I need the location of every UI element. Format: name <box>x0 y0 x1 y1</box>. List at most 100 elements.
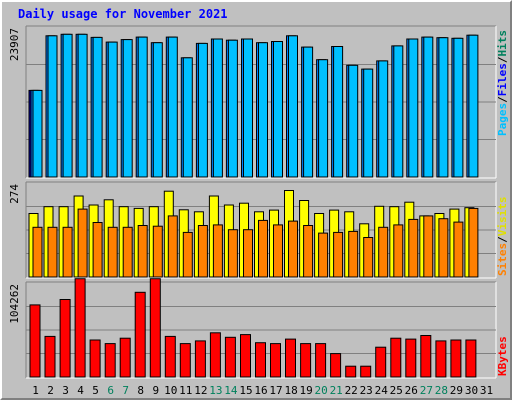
x-tick-label-day-20: 20 <box>314 384 327 397</box>
x-tick-label-day-21: 21 <box>330 384 343 397</box>
bar-visits-sites-day-17 <box>273 224 283 278</box>
side-legend-2: KBytes <box>496 336 509 376</box>
bar-kbytes-kbytes-day-4 <box>74 278 86 378</box>
bar-visits-sites-day-25 <box>393 224 404 278</box>
x-tick-label-day-18: 18 <box>284 384 297 397</box>
bar-kbytes-kbytes-day-30 <box>465 339 477 378</box>
x-tick-label-day-12: 12 <box>194 384 207 397</box>
bar-visits-sites-day-27 <box>423 215 434 278</box>
x-tick-label-day-4: 4 <box>77 384 84 397</box>
bar-visits-sites-day-29 <box>453 221 464 278</box>
bar-visits-sites-day-2 <box>47 226 58 278</box>
x-tick-label-day-19: 19 <box>299 384 312 397</box>
bar-kbytes-kbytes-day-3 <box>59 299 71 378</box>
bar-visits-sites-day-28 <box>438 218 449 278</box>
bar-kbytes-kbytes-day-17 <box>270 343 281 378</box>
x-tick-label-day-26: 26 <box>405 384 418 397</box>
bar-kbytes-kbytes-day-1 <box>29 304 41 378</box>
bar-hits-hits-day-28 <box>438 37 449 178</box>
bar-kbytes-kbytes-day-8 <box>134 291 146 378</box>
bar-kbytes-kbytes-day-23 <box>360 365 372 378</box>
x-tick-label-day-8: 8 <box>137 384 144 397</box>
bar-hits-hits-day-11 <box>182 57 193 178</box>
bar-visits-sites-day-12 <box>197 225 208 278</box>
bar-hits-hits-day-7 <box>122 39 133 178</box>
bar-kbytes-kbytes-day-27 <box>420 335 432 378</box>
bar-hits-hits-day-21 <box>333 46 344 178</box>
panel-kbytes-max-label: 104262 <box>8 284 21 324</box>
bar-visits-sites-day-6 <box>107 226 118 278</box>
x-tick-label-day-13: 13 <box>209 384 222 397</box>
bar-hits-hits-day-25 <box>393 45 404 178</box>
bar-kbytes-kbytes-day-18 <box>285 338 296 378</box>
bar-hits-hits-day-23 <box>363 68 374 178</box>
bar-visits-sites-day-24 <box>378 226 389 278</box>
bar-visits-sites-day-14 <box>227 229 238 278</box>
x-tick-label-day-22: 22 <box>345 384 358 397</box>
bar-kbytes-kbytes-day-5 <box>89 339 101 378</box>
bar-kbytes-kbytes-day-11 <box>179 343 191 378</box>
x-tick-label-day-29: 29 <box>450 384 463 397</box>
panel-visits-max-label: 274 <box>8 184 21 204</box>
x-tick-label-day-14: 14 <box>224 384 238 397</box>
bar-kbytes-kbytes-day-24 <box>375 346 387 378</box>
bar-hits-hits-day-5 <box>92 36 103 178</box>
bar-hits-hits-day-30 <box>468 34 479 178</box>
bar-hits-hits-day-3 <box>62 33 73 178</box>
bar-kbytes-kbytes-day-26 <box>405 338 417 378</box>
bar-visits-sites-day-21 <box>333 231 344 278</box>
bar-kbytes-kbytes-day-25 <box>390 337 402 378</box>
bar-kbytes-kbytes-day-9 <box>149 278 161 378</box>
x-tick-label-day-1: 1 <box>32 384 39 397</box>
bar-kbytes-kbytes-day-2 <box>44 335 56 378</box>
side-legend-0-part-3: / <box>496 56 509 63</box>
bar-visits-sites-day-19 <box>303 225 314 278</box>
x-tick-label-day-11: 11 <box>179 384 192 397</box>
x-tick-label-day-24: 24 <box>375 384 389 397</box>
bar-kbytes-kbytes-day-15 <box>240 334 251 378</box>
bar-visits-sites-day-1 <box>32 226 43 278</box>
bar-kbytes-kbytes-day-7 <box>119 337 131 378</box>
bar-hits-hits-day-13 <box>212 38 223 178</box>
side-legend-1-part-2: Visits <box>496 197 509 237</box>
bar-hits-hits-day-1 <box>32 89 43 178</box>
bar-kbytes-kbytes-day-12 <box>194 340 206 378</box>
bar-hits-hits-day-19 <box>303 46 314 178</box>
bar-hits-hits-day-8 <box>137 36 148 178</box>
bar-visits-sites-day-23 <box>363 237 374 278</box>
bar-kbytes-kbytes-day-29 <box>450 339 462 378</box>
x-tick-label-day-2: 2 <box>47 384 54 397</box>
bar-hits-hits-day-15 <box>243 38 253 178</box>
x-tick-label-day-23: 23 <box>360 384 373 397</box>
bar-visits-sites-day-18 <box>288 220 298 278</box>
bar-hits-hits-day-2 <box>47 35 58 178</box>
bar-kbytes-kbytes-day-16 <box>255 342 266 378</box>
x-tick-label-day-30: 30 <box>465 384 478 397</box>
bar-kbytes-kbytes-day-19 <box>300 343 312 378</box>
bar-visits-sites-day-3 <box>62 226 73 278</box>
bar-hits-hits-day-6 <box>107 41 118 178</box>
bar-hits-hits-day-24 <box>378 60 389 178</box>
bar-hits-hits-day-18 <box>288 35 298 178</box>
bar-visits-sites-day-10 <box>167 215 178 278</box>
bar-kbytes-kbytes-day-20 <box>315 343 327 378</box>
bar-visits-sites-day-7 <box>122 226 133 278</box>
bar-visits-sites-day-15 <box>243 229 253 278</box>
side-legend-1-part-1: / <box>496 236 509 243</box>
bar-visits-sites-day-5 <box>92 222 103 278</box>
x-tick-label-day-27: 27 <box>420 384 433 397</box>
bar-visits-sites-day-8 <box>137 225 148 278</box>
bar-hits-hits-day-27 <box>423 36 434 178</box>
x-tick-label-day-6: 6 <box>107 384 114 397</box>
bar-visits-sites-day-16 <box>258 219 268 278</box>
panel-hits-max-label: 23907 <box>8 28 21 61</box>
bar-kbytes-kbytes-day-22 <box>345 365 357 378</box>
bar-hits-hits-day-20 <box>318 59 329 178</box>
bar-visits-sites-day-9 <box>152 225 163 278</box>
x-tick-label-day-3: 3 <box>62 384 69 397</box>
bar-visits-sites-day-4 <box>77 208 88 278</box>
side-legend-1-part-0: Sites <box>496 243 509 276</box>
bar-visits-sites-day-13 <box>212 224 223 278</box>
x-tick-label-day-31: 31 <box>480 384 493 397</box>
